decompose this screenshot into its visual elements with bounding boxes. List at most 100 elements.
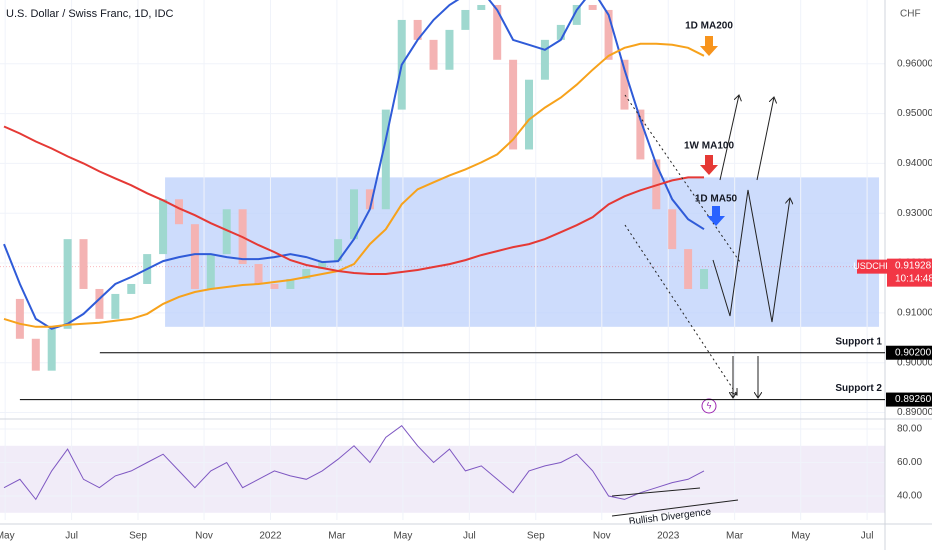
y-tick-label: 40.00	[897, 491, 922, 502]
candle	[350, 189, 358, 240]
candle	[222, 209, 231, 255]
y-tick-label: 0.95000	[897, 108, 932, 119]
ma-line	[3, 125, 704, 275]
candle	[318, 261, 327, 270]
candle	[700, 269, 709, 289]
candle	[63, 239, 72, 329]
price-tag	[886, 345, 932, 360]
last-price-label: 0.91928	[895, 260, 932, 271]
y-tick-label: 0.94000	[897, 158, 932, 169]
zone	[165, 177, 880, 327]
price-tag	[887, 258, 932, 287]
symbol-tag	[857, 259, 887, 274]
support-label: Support 2	[835, 383, 882, 394]
arrow-icon	[707, 206, 725, 226]
channel-line	[624, 94, 741, 263]
price-tag-label: 0.90200	[895, 347, 932, 358]
candle	[525, 79, 534, 150]
candle	[31, 338, 40, 371]
candle	[302, 269, 311, 279]
candle	[429, 39, 438, 70]
candle	[365, 189, 374, 210]
y-tick-label: 0.96000	[897, 58, 932, 69]
x-tick-label: May	[791, 531, 810, 542]
candle	[620, 59, 629, 110]
y-tick-label: 0.91000	[897, 308, 932, 319]
candle	[461, 9, 470, 30]
x-tick-label: Sep	[129, 531, 147, 542]
main-layer	[3, 0, 709, 501]
x-tick-label: Jul	[861, 531, 874, 542]
event-icon-glyph: ϟ	[707, 400, 712, 410]
arrow-icon	[700, 36, 718, 56]
x-tick-label: Jul	[65, 531, 78, 542]
y-tick-label: 0.90000	[897, 357, 932, 368]
x-tick-label: Sep	[527, 531, 545, 542]
x-tick-label: Mar	[328, 531, 346, 542]
support-label: Support 1	[835, 336, 882, 347]
ma-label: 1W MA100	[684, 141, 734, 152]
ma-label: 1D MA200	[685, 21, 733, 32]
candle	[509, 59, 518, 150]
price-tag	[886, 392, 932, 407]
event-icon	[701, 398, 717, 414]
countdown: 10:14:48	[895, 273, 932, 284]
channel-line	[624, 224, 737, 395]
y-tick-label: 60.00	[897, 457, 922, 468]
x-tick-label: Jul	[463, 531, 476, 542]
arrow-icon	[700, 155, 718, 175]
arrow	[756, 97, 774, 181]
divergence-line	[611, 499, 739, 517]
ma-line	[3, 42, 705, 328]
x-tick-label: Nov	[593, 531, 611, 542]
candle	[588, 4, 597, 10]
x-tick-label: Nov	[195, 531, 213, 542]
candle	[556, 24, 565, 40]
y-tick-label: 0.89000	[897, 407, 932, 418]
candle	[413, 19, 422, 40]
projection	[712, 189, 790, 323]
back-layer	[0, 0, 885, 520]
chart-title: U.S. Dollar / Swiss Franc, 1D, IDC	[6, 8, 174, 20]
divergence-line	[611, 487, 701, 497]
front-layer: 0.890000.900000.910000.920000.930000.940…	[0, 58, 932, 542]
price-tag-label: 0.89260	[895, 394, 932, 405]
candle	[286, 278, 295, 289]
candle	[668, 209, 677, 250]
ma-line	[3, 0, 705, 330]
rsi-band	[0, 445, 885, 513]
ma-label: 1D MA50	[695, 194, 738, 205]
x-tick-label: 2022	[259, 531, 282, 542]
candle	[79, 239, 88, 289]
arrow	[719, 95, 739, 181]
y-tick-label: 80.00	[897, 424, 922, 435]
candle	[445, 29, 454, 70]
x-tick-label: Mar	[726, 531, 744, 542]
drawings	[611, 94, 790, 517]
candle	[636, 109, 645, 160]
symbol-label: USDCHF	[853, 261, 891, 271]
candle	[111, 293, 120, 319]
candle	[334, 239, 343, 262]
candle	[381, 109, 390, 210]
x-tick-label: May	[0, 531, 15, 542]
candle	[540, 39, 549, 80]
candle	[604, 9, 613, 60]
candle	[572, 4, 581, 25]
candle	[270, 283, 279, 289]
currency: CHF	[900, 9, 921, 20]
candle	[47, 328, 56, 371]
x-tick-label: 2023	[657, 531, 680, 542]
candle	[206, 254, 215, 289]
candle	[174, 199, 183, 225]
candle	[493, 4, 502, 60]
candle	[254, 264, 263, 284]
candle	[477, 4, 486, 10]
candle	[15, 298, 24, 339]
candle	[127, 283, 136, 294]
candle	[684, 249, 693, 289]
candle	[159, 199, 168, 255]
x-tick-label: May	[393, 531, 412, 542]
candle	[95, 288, 104, 319]
